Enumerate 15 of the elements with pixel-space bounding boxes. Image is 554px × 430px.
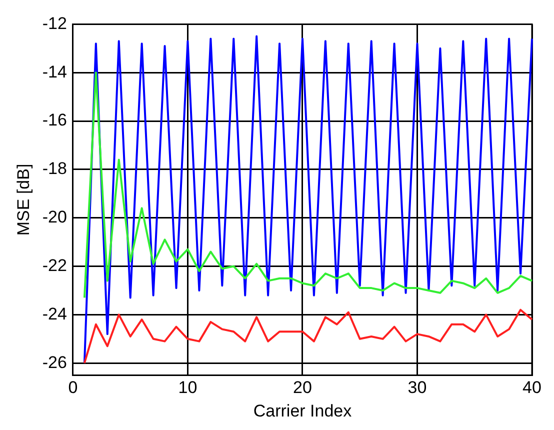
y-tick-label: -24 [42,304,67,324]
x-axis-title: Carrier Index [253,401,352,420]
y-axis-title: MSE [dB] [14,164,33,236]
x-tick-label: 40 [522,378,542,398]
y-tick-label: -22 [42,256,67,275]
y-tick-label: -18 [42,159,67,178]
x-tick-label: 20 [293,378,312,398]
x-tick-label: 30 [408,378,427,398]
x-tick-label: 10 [178,378,198,398]
y-tick-label: -12 [42,14,67,33]
y-tick-label: -16 [42,110,67,130]
x-tick-label: 0 [68,378,78,398]
y-tick-label: -26 [42,352,67,372]
y-tick-label: -14 [42,62,67,82]
y-tick-label: -20 [42,208,67,227]
